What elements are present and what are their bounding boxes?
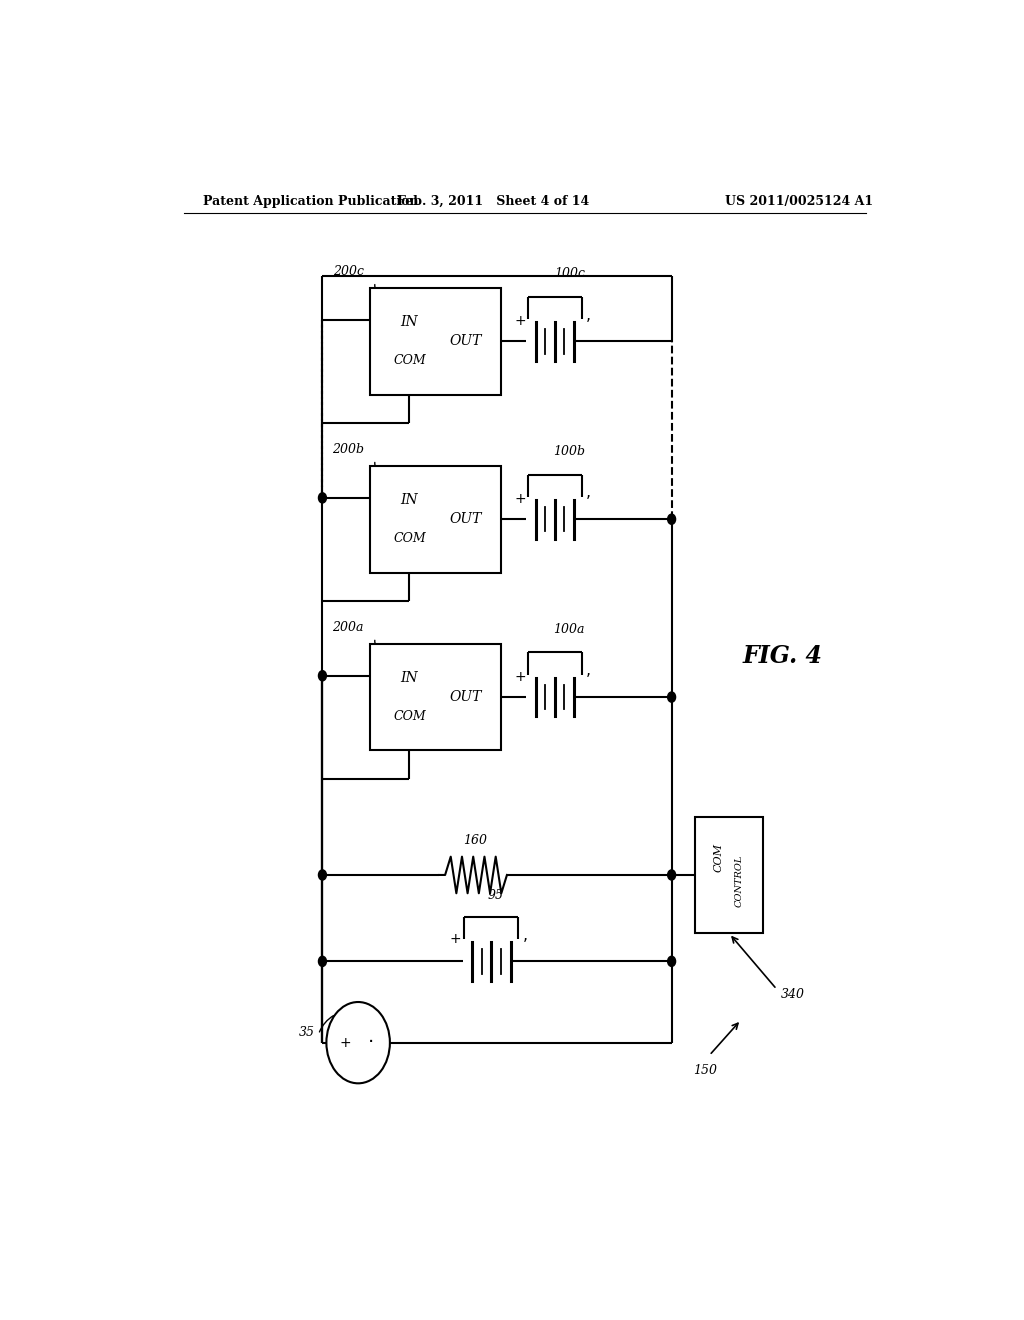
Bar [370,466,501,573]
Text: 200b: 200b [332,442,364,455]
Text: Feb. 3, 2011   Sheet 4 of 14: Feb. 3, 2011 Sheet 4 of 14 [397,194,589,207]
Text: 200c: 200c [333,265,364,277]
Circle shape [668,870,676,880]
Text: 100b: 100b [553,445,586,458]
Text: +: + [514,492,526,506]
Text: 200a: 200a [332,620,364,634]
Text: ’: ’ [586,673,591,688]
Circle shape [668,692,676,702]
Text: 340: 340 [780,987,805,1001]
Text: 150: 150 [693,1064,718,1077]
Text: Patent Application Publication: Patent Application Publication [204,194,419,207]
Text: COM: COM [393,354,426,367]
Bar [695,817,763,933]
Text: +: + [514,314,526,329]
Text: 160: 160 [463,833,486,846]
Text: ’: ’ [586,495,591,511]
Text: OUT: OUT [450,334,482,348]
Text: ’: ’ [522,937,527,953]
Circle shape [668,513,676,524]
Text: COM: COM [714,843,724,873]
Text: CONTROL: CONTROL [735,854,743,907]
Text: FIG. 4: FIG. 4 [742,644,822,668]
Text: COM: COM [393,532,426,545]
Text: 100c: 100c [554,268,585,280]
Text: +: + [514,669,526,684]
Circle shape [318,870,327,880]
Circle shape [318,671,327,681]
Text: COM: COM [393,710,426,723]
Bar [370,288,501,395]
Text: +: + [340,1036,351,1049]
Circle shape [668,956,676,966]
Text: 35: 35 [299,1026,314,1039]
Circle shape [318,956,327,966]
Text: ·: · [368,1034,374,1052]
Text: ’: ’ [586,318,591,333]
Text: OUT: OUT [450,512,482,527]
Bar [370,644,501,751]
Text: +: + [450,932,461,946]
Text: US 2011/0025124 A1: US 2011/0025124 A1 [725,194,872,207]
Circle shape [318,492,327,503]
Text: IN: IN [400,315,418,329]
Text: IN: IN [400,492,418,507]
Text: 100a: 100a [554,623,585,636]
Text: IN: IN [400,671,418,685]
Text: 95: 95 [487,890,504,903]
Text: OUT: OUT [450,690,482,704]
